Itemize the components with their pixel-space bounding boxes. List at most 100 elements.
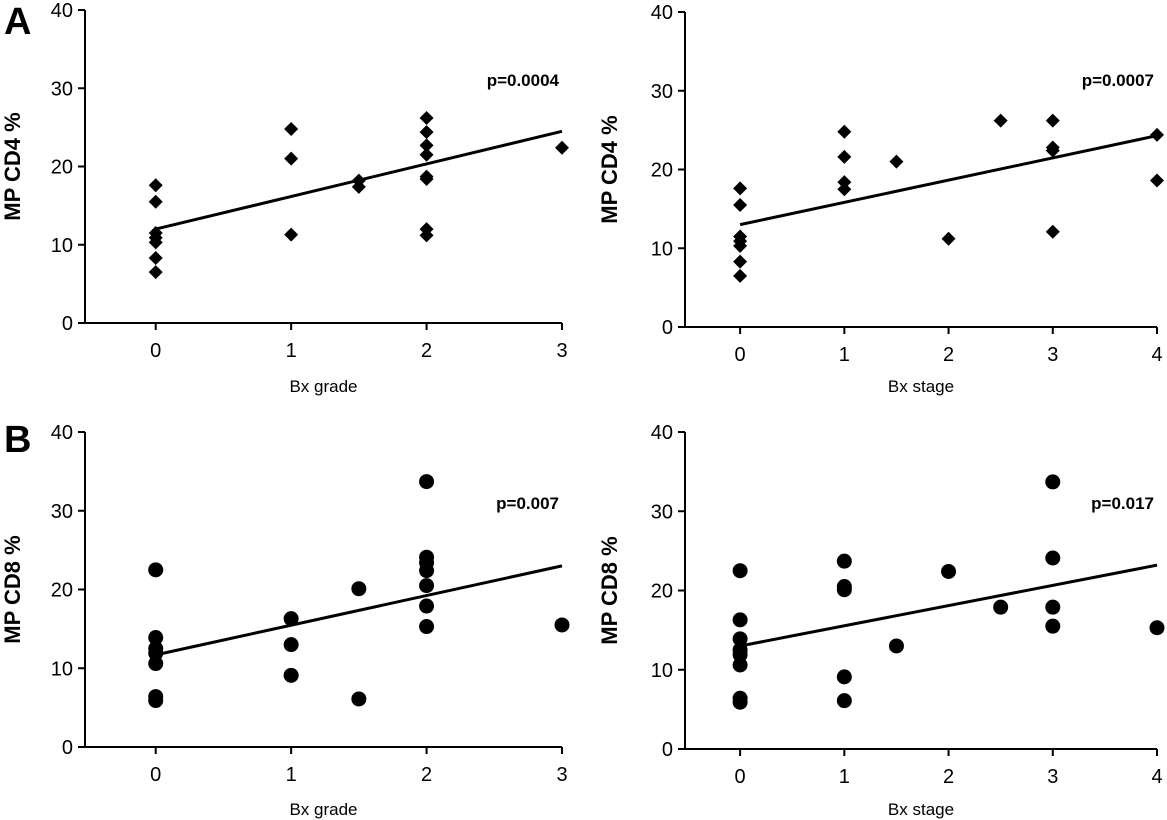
regression-line [739,563,1158,648]
data-point [837,149,852,164]
data-point [419,125,434,140]
data-point [836,582,852,598]
data-point [836,553,852,569]
data-point [941,231,956,246]
y-tick-label: 20 [651,581,673,603]
y-tick-label: 40 [651,422,673,444]
data-point [419,578,435,594]
data-point [1045,113,1060,128]
panel-label-a: A [4,1,31,43]
panel-label-b: B [4,419,31,461]
x-tick-label: 1 [839,766,850,788]
data-point [1045,618,1061,634]
x-tick-label: 3 [1047,766,1058,788]
y-tick-label: 20 [51,157,73,179]
regression-line [155,564,563,657]
y-tick-label: 40 [651,2,673,24]
data-point [732,647,748,663]
p-value-annotation: p=0.017 [1091,494,1154,513]
data-point [1045,224,1060,239]
p-value-annotation: p=0.0004 [487,71,560,90]
data-point [148,251,163,266]
y-tick-label: 20 [651,160,673,182]
data-point [351,179,366,194]
data-point [148,693,164,709]
data-point [888,638,904,654]
data-point [351,581,367,597]
data-point [889,154,904,169]
y-tick-label: 0 [62,313,73,335]
y-axis-title: MP CD8 % [0,535,25,643]
data-point [941,563,957,579]
chart-cd4-vs-grade: 0 10 20 30 40 0 1 2 3 Bx grade MP CD4 % p=0.0004 [0,0,569,396]
y-tick-label: 40 [51,0,73,22]
data-point [419,474,435,490]
data-point [283,611,299,627]
data-point [419,563,435,579]
x-tick-label: 2 [421,764,432,786]
data-point [993,113,1008,128]
data-point [837,182,852,197]
data-point [993,599,1009,615]
data-point [554,617,570,633]
chart-cd4-vs-stage: 0 10 20 30 40 0 1 2 3 4 Bx stage MP CD4 % p=0.0007 [597,2,1164,396]
y-tick-label: 30 [51,78,73,100]
data-point [1045,599,1061,615]
data-point [148,194,163,209]
data-point [733,181,748,196]
data-point [419,228,434,243]
data-point [284,121,299,136]
data-point [419,172,434,187]
data-point [836,693,852,709]
data-point [1149,620,1165,636]
data-point [283,637,299,653]
data-point [732,657,748,673]
data-point [419,147,434,162]
data-point [1150,127,1164,142]
x-tick-label: 3 [556,340,567,362]
chart-cd8-vs-grade: 0 10 20 30 40 0 1 2 3 Bx grade MP CD8 % p=0.007 [0,422,570,819]
data-point [148,265,163,280]
y-axis-title: MP CD4 % [597,115,622,223]
y-tick-label: 0 [62,737,73,759]
x-axis-title: Bx stage [888,377,954,396]
y-axis-title: MP CD4 % [0,112,25,220]
data-point [284,151,299,166]
y-tick-label: 0 [662,317,673,339]
data-point [419,598,435,614]
x-tick-label: 3 [556,764,567,786]
data-point [148,178,163,193]
data-point [732,612,748,628]
data-point [148,630,164,646]
x-tick-label: 4 [1151,344,1162,366]
data-point [555,140,569,155]
data-point [351,691,367,707]
data-point [148,656,164,672]
data-point [837,175,852,190]
data-point [419,138,434,153]
data-point [283,667,299,683]
y-tick-label: 10 [51,658,73,680]
data-point [732,694,748,710]
data-point [732,563,748,579]
x-tick-label: 2 [421,340,432,362]
x-tick-label: 0 [735,344,746,366]
x-tick-label: 1 [286,340,297,362]
y-tick-label: 20 [51,580,73,602]
regression-line [739,134,1158,227]
data-point [1150,173,1164,188]
data-point [148,562,164,578]
data-point [284,227,299,242]
data-point [836,669,852,685]
x-tick-label: 0 [150,340,161,362]
y-tick-label: 40 [51,422,73,444]
data-point [733,254,748,269]
x-axis-title: Bx stage [888,800,954,819]
x-axis-title: Bx grade [289,377,357,396]
data-point [148,235,163,250]
y-tick-label: 10 [651,238,673,260]
y-tick-label: 0 [662,739,673,761]
y-tick-label: 10 [51,235,73,257]
p-value-annotation: p=0.0007 [1082,71,1154,90]
data-point [1045,143,1060,158]
